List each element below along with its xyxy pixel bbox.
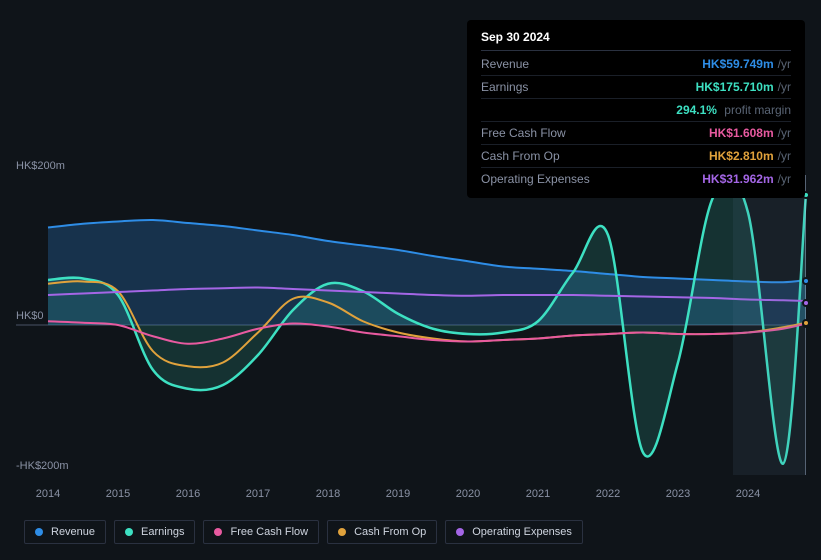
y-tick-label: -HK$200m	[16, 460, 69, 472]
x-tick-label: 2024	[736, 488, 760, 500]
tooltip-value: HK$31.962m/yr	[702, 170, 791, 188]
x-tick-label: 2020	[456, 488, 480, 500]
tooltip-value: HK$59.749m/yr	[702, 55, 791, 73]
tooltip-label: Cash From Op	[481, 147, 601, 165]
marker-revenue	[802, 277, 810, 285]
x-tick-label: 2016	[176, 488, 200, 500]
legend-dot-icon	[35, 528, 43, 536]
legend-dot-icon	[214, 528, 222, 536]
y-tick-label: HK$200m	[16, 160, 65, 172]
legend-item-cfo[interactable]: Cash From Op	[327, 520, 437, 544]
legend-item-earnings[interactable]: Earnings	[114, 520, 195, 544]
tooltip-row-fcf: Free Cash Flow HK$1.608m/yr	[481, 122, 791, 145]
tooltip-row-revenue: Revenue HK$59.749m/yr	[481, 53, 791, 76]
tooltip-label: Operating Expenses	[481, 170, 601, 188]
legend-item-opex[interactable]: Operating Expenses	[445, 520, 583, 544]
chart-legend: Revenue Earnings Free Cash Flow Cash From O…	[24, 520, 583, 544]
tooltip-value: HK$1.608m/yr	[709, 124, 791, 142]
tooltip-value: HK$2.810m/yr	[709, 147, 791, 165]
legend-label: Revenue	[51, 526, 95, 538]
tooltip-row-earnings: Earnings HK$175.710m/yr	[481, 76, 791, 99]
x-tick-label: 2019	[386, 488, 410, 500]
legend-label: Cash From Op	[354, 526, 426, 538]
tooltip-row-opex: Operating Expenses HK$31.962m/yr	[481, 168, 791, 190]
legend-item-revenue[interactable]: Revenue	[24, 520, 106, 544]
y-tick-label: HK$0	[16, 310, 44, 322]
x-tick-label: 2014	[36, 488, 60, 500]
tooltip-subrow-earnings: 294.1% profit margin	[481, 99, 791, 122]
legend-dot-icon	[125, 528, 133, 536]
chart-tooltip: Sep 30 2024 Revenue HK$59.749m/yr Earnings…	[467, 20, 805, 198]
legend-dot-icon	[456, 528, 464, 536]
x-tick-label: 2017	[246, 488, 270, 500]
legend-item-fcf[interactable]: Free Cash Flow	[203, 520, 319, 544]
x-tick-label: 2015	[106, 488, 130, 500]
hover-band	[733, 175, 806, 475]
plot-group	[16, 179, 806, 464]
legend-dot-icon	[338, 528, 346, 536]
tooltip-rows: Revenue HK$59.749m/yr Earnings HK$175.710m/…	[481, 53, 791, 190]
legend-label: Earnings	[141, 526, 184, 538]
legend-label: Operating Expenses	[472, 526, 572, 538]
tooltip-date: Sep 30 2024	[481, 28, 791, 51]
tooltip-value: HK$175.710m/yr	[696, 78, 791, 96]
marker-opex	[802, 299, 810, 307]
x-tick-label: 2021	[526, 488, 550, 500]
x-tick-label: 2018	[316, 488, 340, 500]
tooltip-label: Earnings	[481, 78, 601, 96]
tooltip-label: Free Cash Flow	[481, 124, 601, 142]
tooltip-label: Revenue	[481, 55, 601, 73]
tooltip-row-cfo: Cash From Op HK$2.810m/yr	[481, 145, 791, 168]
marker-cfo	[802, 319, 810, 327]
x-tick-label: 2022	[596, 488, 620, 500]
x-tick-label: 2023	[666, 488, 690, 500]
legend-label: Free Cash Flow	[230, 526, 308, 538]
